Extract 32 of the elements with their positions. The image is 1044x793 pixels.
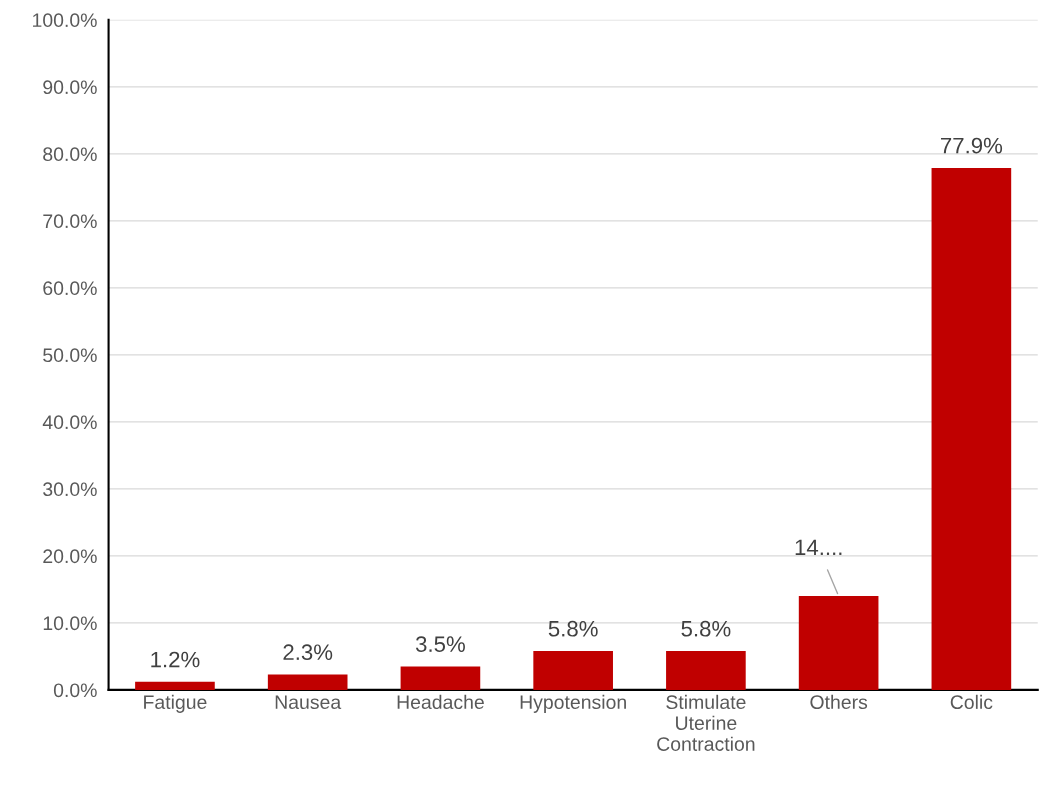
data-label: 3.5% [415,636,465,653]
y-tick-label: 40.0% [42,415,97,430]
y-tick-label: 0.0% [53,683,97,698]
y-tick-label: 70.0% [43,214,97,229]
y-tick-label: 30.0% [43,482,97,497]
bar [267,674,348,690]
data-label: 5.8% [681,620,731,637]
bar [798,596,879,690]
x-tick-label: Hypotension [520,694,626,713]
bar [533,651,613,690]
y-tick-label: 10.0% [43,616,97,631]
x-tick-label: Stimulate Uterine Contraction [657,694,755,751]
y-tick-label: 60.0% [43,281,97,296]
x-tick-label: Nausea [275,695,342,710]
bar [931,167,1012,690]
x-tick-label: Fatigue [144,694,207,713]
x-tick-label: Others [810,694,868,710]
data-label: 14.... [795,539,842,555]
data-label: 2.3% [283,644,333,661]
y-tick-label: 20.0% [43,549,97,564]
data-label: 1.2% [151,651,200,668]
bar [666,651,746,690]
data-label: 77.9% [941,137,1003,154]
y-tick-label: 100.0% [33,13,97,28]
y-tick-label: 50.0% [43,348,97,363]
y-tick-label: 80.0% [43,147,97,162]
y-tick-label: 90.0% [43,80,97,95]
bar [135,681,215,690]
x-tick-label: Colic [950,694,993,710]
x-tick-label: Headache [397,694,484,710]
bar [400,666,481,690]
data-label: 5.8% [548,620,598,637]
